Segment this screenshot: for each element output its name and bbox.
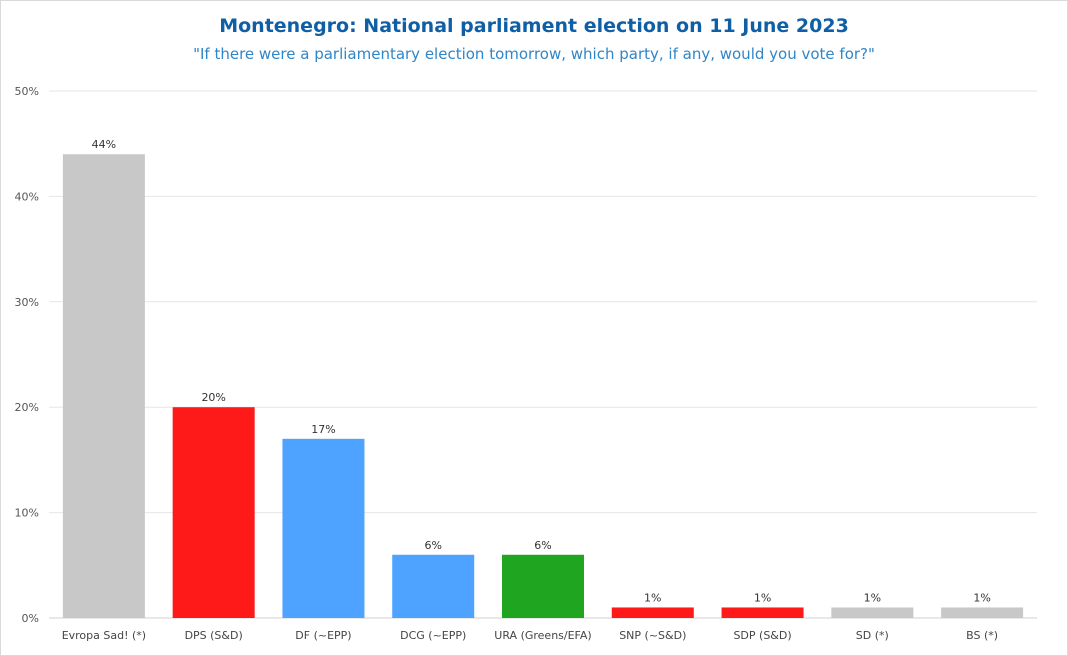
bar	[392, 554, 475, 618]
bar	[831, 607, 914, 618]
category-label: SDP (S&D)	[733, 629, 791, 642]
category-label: DPS (S&D)	[185, 629, 243, 642]
y-tick-label: 30%	[15, 296, 39, 309]
bar	[502, 554, 584, 618]
y-tick-label: 20%	[15, 401, 39, 414]
data-label: 6%	[534, 539, 551, 552]
category-label: URA (Greens/EFA)	[494, 629, 591, 642]
y-tick-label: 10%	[15, 507, 39, 520]
bar	[172, 407, 255, 618]
data-label: 1%	[754, 591, 771, 604]
category-label: DF (~EPP)	[295, 629, 351, 642]
data-label: 1%	[864, 591, 881, 604]
data-label: 1%	[644, 591, 661, 604]
bar	[721, 607, 804, 618]
data-label: 44%	[92, 138, 116, 151]
data-label: 17%	[311, 423, 335, 436]
data-label: 1%	[973, 591, 990, 604]
bar	[62, 154, 145, 619]
category-label: DCG (~EPP)	[400, 629, 466, 642]
y-tick-label: 0%	[22, 612, 39, 625]
category-label: BS (*)	[966, 629, 998, 642]
chart-subtitle: "If there were a parliamentary election …	[193, 45, 875, 63]
bar	[941, 607, 1024, 618]
category-label: SD (*)	[856, 629, 889, 642]
y-tick-label: 40%	[15, 190, 39, 203]
category-label: Evropa Sad! (*)	[62, 629, 146, 642]
chart-title: Montenegro: National parliament election…	[219, 15, 849, 37]
bar	[611, 607, 694, 618]
data-label: 6%	[424, 539, 441, 552]
category-label: SNP (~S&D)	[619, 629, 686, 642]
y-tick-label: 50%	[15, 85, 39, 98]
bar	[282, 438, 365, 618]
data-label: 20%	[201, 391, 225, 404]
